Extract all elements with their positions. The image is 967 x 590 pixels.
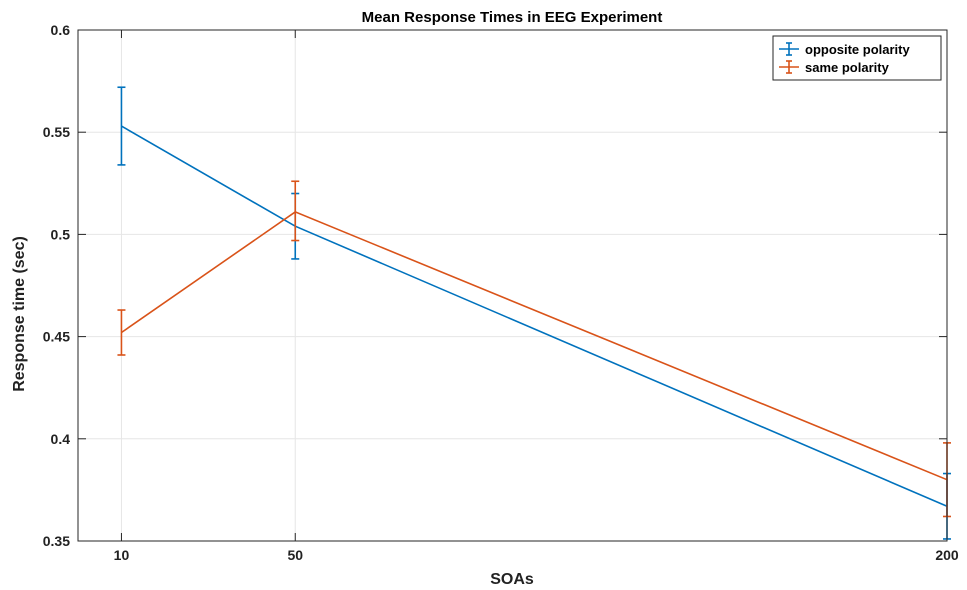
- chart-title: Mean Response Times in EEG Experiment: [362, 9, 663, 26]
- legend-label: same polarity: [805, 60, 890, 75]
- y-tick-label: 0.4: [51, 431, 71, 447]
- x-tick-label: 10: [114, 547, 130, 563]
- y-tick-label: 0.55: [43, 124, 70, 140]
- legend-label: opposite polarity: [805, 42, 911, 57]
- axes-box: [77, 29, 948, 542]
- error-bar: [291, 180, 300, 242]
- y-axis-label: Response time (sec): [11, 236, 28, 392]
- x-tick-label: 50: [287, 547, 303, 563]
- error-bar: [117, 86, 126, 166]
- axes: 0.35 0.4 0.45 0.5 0.55 0.6 10 50 200: [43, 22, 959, 563]
- y-tick-label: 0.35: [43, 533, 70, 549]
- x-axis-label: SOAs: [490, 571, 534, 588]
- legend-box: [772, 35, 942, 81]
- y-tick-label: 0.6: [51, 22, 71, 38]
- y-tick-label: 0.45: [43, 329, 70, 345]
- error-bar: [117, 309, 126, 356]
- legend-entry: opposite polarity: [779, 42, 911, 57]
- y-tick-label: 0.5: [51, 226, 71, 242]
- legend: opposite polarity same polarity: [772, 35, 942, 81]
- x-tick-label: 200: [935, 547, 959, 563]
- legend-entry: same polarity: [779, 60, 890, 75]
- plot-area: [117, 86, 951, 540]
